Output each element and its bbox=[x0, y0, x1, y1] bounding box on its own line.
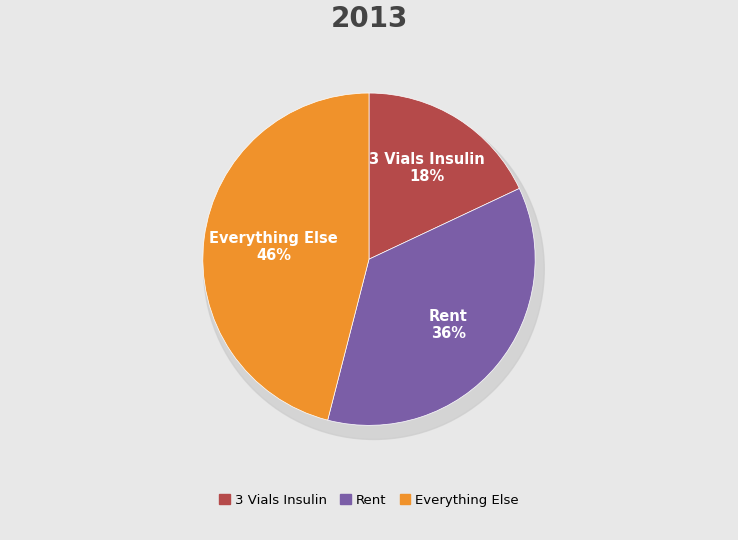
Title: 2013: 2013 bbox=[331, 4, 407, 32]
Wedge shape bbox=[203, 93, 369, 420]
Text: Rent
36%: Rent 36% bbox=[429, 309, 468, 341]
Text: 3 Vials Insulin
18%: 3 Vials Insulin 18% bbox=[369, 152, 485, 184]
Legend: 3 Vials Insulin, Rent, Everything Else: 3 Vials Insulin, Rent, Everything Else bbox=[214, 488, 524, 512]
Ellipse shape bbox=[204, 99, 545, 440]
Wedge shape bbox=[369, 93, 520, 259]
Text: Everything Else
46%: Everything Else 46% bbox=[209, 231, 338, 264]
Wedge shape bbox=[328, 188, 535, 426]
